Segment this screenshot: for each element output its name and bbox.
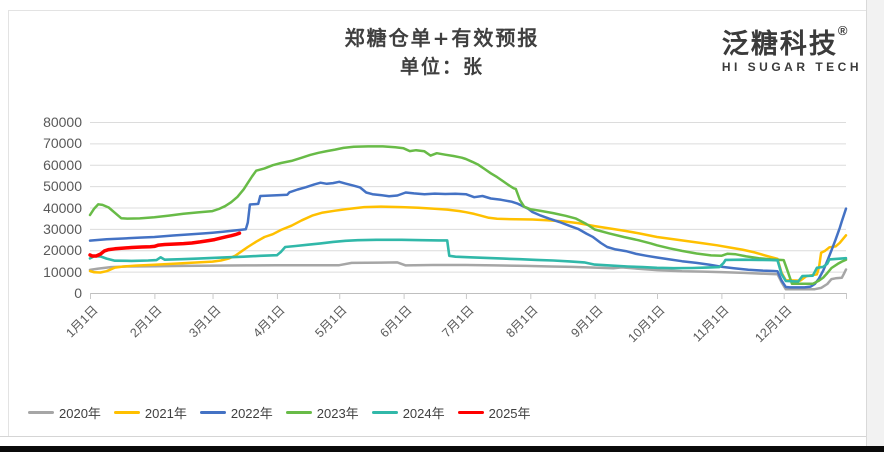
legend-swatch [28, 410, 54, 414]
chart-bottom-edge [0, 436, 866, 437]
chart-subtitle: 单位：张 [399, 56, 484, 78]
legend-swatch [285, 410, 312, 414]
window-bottom-bar [0, 446, 884, 452]
legend-swatch [113, 410, 140, 414]
y-tick-label-40000: 40000 [43, 199, 82, 216]
window-border-left [8, 10, 9, 437]
series-line-2020 [88, 261, 848, 291]
legend-item-2022: 2022年 [199, 403, 273, 422]
series-line-2025 [88, 231, 242, 258]
y-tick-label-10000: 10000 [43, 263, 82, 280]
series-line-2024 [88, 238, 848, 283]
legend-label: 2020年 [59, 405, 101, 421]
legend-item-2021: 2021年 [113, 403, 187, 422]
y-tick-label-20000: 20000 [43, 242, 82, 259]
legend-item-2020: 2020年 [28, 403, 101, 422]
y-tick-label-70000: 70000 [43, 135, 82, 152]
y-tick-label-30000: 30000 [43, 220, 82, 237]
brand-logo: 泛糖科技® HI SUGAR TECH [722, 16, 862, 74]
brand-logo-en: HI SUGAR TECH [721, 60, 862, 74]
legend-label: 2023年 [316, 405, 359, 421]
legend-label: 2022年 [230, 405, 273, 421]
legend-swatch [371, 410, 398, 414]
legend-label: 2021年 [144, 405, 187, 421]
registered-trademark-icon: ® [837, 23, 850, 38]
right-scrollbar-track[interactable] [866, 0, 884, 446]
legend-item-2023: 2023年 [285, 403, 359, 422]
window-border-top [8, 10, 866, 11]
legend-swatch [457, 410, 484, 414]
legend-swatch [199, 410, 226, 414]
y-tick-label-60000: 60000 [43, 156, 82, 173]
y-tick-label-80000: 80000 [43, 114, 82, 130]
legend-label: 2024年 [402, 405, 445, 421]
chart-legend: 2020年 2021年 2022年 2023年 2024年 2025年 [28, 403, 531, 421]
series-line-2022 [88, 180, 848, 289]
brand-logo-cn: 泛糖科技® [721, 23, 850, 59]
legend-item-2024: 2024年 [371, 403, 445, 422]
series-line-2023 [88, 145, 848, 286]
chart-title: 郑糖仓单+有效预报 [344, 26, 540, 50]
legend-item-2025: 2025年 [457, 403, 531, 422]
y-tick-label-50000: 50000 [43, 178, 82, 195]
y-tick-label-0: 0 [74, 285, 82, 301]
series-line-2021 [88, 205, 848, 282]
legend-label: 2025年 [488, 405, 531, 421]
